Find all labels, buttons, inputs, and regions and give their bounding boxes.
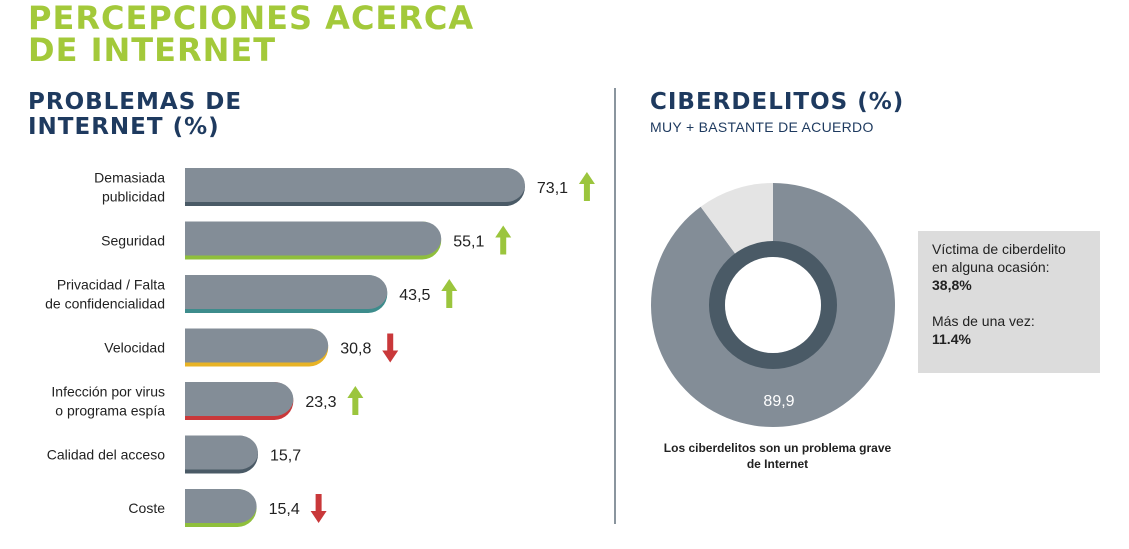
problems-bar-chart: Demasiada publicidad 73,1 Seguridad 55,1 Priv… [45, 168, 595, 527]
value-label: 55,1 [453, 234, 484, 251]
victim-info-once: Víctima de ciberdelito en alguna ocasión… [932, 240, 1086, 294]
donut-chart-subtitle: MUY + BASTANTE DE ACUERDO [650, 119, 874, 135]
victim-info-box: Víctima de ciberdelito en alguna ocasión… [918, 231, 1100, 373]
up-arrow-icon [441, 279, 458, 308]
info-line2: en alguna ocasión: [932, 259, 1050, 275]
donut-hole [725, 257, 821, 353]
bar [185, 275, 388, 309]
section-divider [614, 88, 616, 524]
category-label: Infección por virus [51, 384, 165, 400]
slice-value-label: 89,9 [763, 393, 794, 410]
value-label: 23,3 [305, 394, 336, 411]
category-label: Seguridad [101, 233, 165, 249]
value-label: 15,7 [270, 448, 301, 465]
value-label: 43,5 [399, 287, 430, 304]
bar [185, 382, 294, 416]
donut-caption: Los ciberdelitos son un problema grave d… [645, 440, 910, 472]
donut-caption-line1: Los ciberdelitos son un problema grave [663, 441, 892, 455]
cybercrime-donut-chart: 89,9 [651, 183, 895, 427]
info-value2: 11.4% [932, 331, 971, 347]
bar-group: Privacidad / Falta de confidencialidad 43,… [45, 275, 458, 313]
category-label: Calidad del acceso [47, 447, 166, 463]
bar-chart-title: PROBLEMAS DE INTERNET (%) [28, 90, 242, 140]
up-arrow-icon [347, 386, 364, 415]
info-line3: Más de una vez: [932, 313, 1035, 329]
bar-group: Velocidad 30,8 [104, 328, 399, 367]
donut-caption-line2: de Internet [746, 457, 809, 471]
bar-group: Infección por virus o programa espía 23,3 [51, 382, 364, 420]
value-label: 73,1 [537, 180, 568, 197]
info-value1: 38,8% [932, 277, 972, 293]
value-label: 30,8 [340, 341, 371, 358]
donut-chart-title: CIBERDELITOS (%) [650, 90, 904, 115]
inner-ring [709, 241, 837, 369]
bar-chart-title-line1: PROBLEMAS DE [28, 89, 243, 115]
bar-group: Seguridad 55,1 [101, 221, 512, 260]
down-arrow-icon [310, 494, 327, 523]
bar-group: Calidad del acceso 15,7 [47, 435, 301, 474]
page-title-line1: PERCEPCIONES ACERCA [28, 0, 475, 37]
bar [185, 435, 259, 470]
category-label: Demasiada [94, 170, 165, 186]
bar-chart-title-line2: INTERNET (%) [28, 114, 220, 140]
category-label: de confidencialidad [45, 296, 165, 312]
category-label: o programa espía [55, 403, 165, 419]
bar [185, 221, 442, 256]
donut-chart-title-text: CIBERDELITOS (%) [650, 89, 905, 115]
value-label: 15,4 [269, 501, 300, 518]
bar [185, 328, 329, 363]
up-arrow-icon [495, 225, 512, 255]
bar-group: Coste 15,4 [128, 489, 327, 527]
page-title: PERCEPCIONES ACERCA DE INTERNET [28, 2, 474, 66]
page-title-line2: DE INTERNET [28, 31, 277, 69]
down-arrow-icon [382, 333, 399, 363]
category-label: Privacidad / Falta [57, 277, 165, 293]
bar [185, 489, 257, 523]
bar [185, 168, 525, 202]
bar-group: Demasiada publicidad 73,1 [94, 168, 595, 206]
category-label: publicidad [102, 189, 165, 205]
victim-info-repeat: Más de una vez: 11.4% [932, 312, 1086, 348]
category-label: Coste [128, 500, 165, 516]
up-arrow-icon [578, 172, 595, 201]
info-line1: Víctima de ciberdelito [932, 241, 1066, 257]
category-label: Velocidad [104, 340, 165, 356]
